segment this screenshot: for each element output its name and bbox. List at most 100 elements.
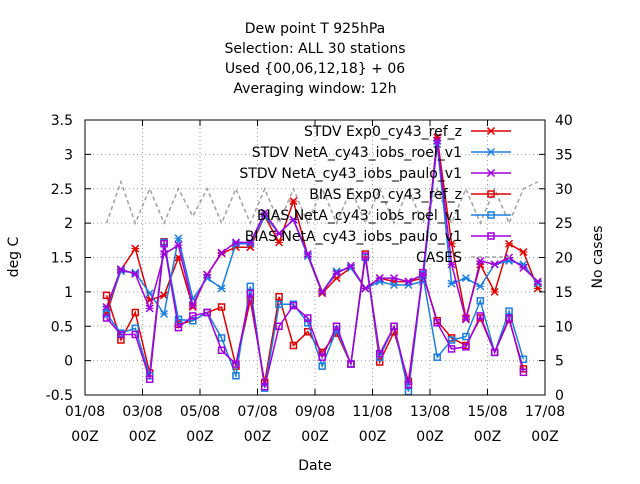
x-tick-label-date: 13/08 — [410, 404, 450, 420]
cases-line — [105, 179, 539, 226]
grid — [85, 120, 545, 395]
legend-label: STDV NetA_cy43_iobs_paulo_v1 — [239, 166, 462, 182]
data-point — [519, 247, 528, 257]
y2-tick-label: 0 — [555, 388, 564, 404]
x-tick-label-date: 01/08 — [65, 404, 105, 420]
legend-label: BIAS NetA_cy43_iobs_paulo_v1 — [245, 229, 462, 245]
legend-marker — [486, 147, 496, 157]
data-point — [275, 322, 283, 330]
data-point — [160, 291, 169, 300]
legend-label: BIAS Exp0_cy43_ref_z — [309, 187, 462, 203]
legend-marker — [486, 126, 496, 136]
data-point — [275, 300, 283, 308]
data-point — [505, 314, 513, 322]
x-axis-label: Date — [298, 458, 331, 474]
legend-item: BIAS Exp0_cy43_ref_z — [309, 187, 511, 203]
data-point — [476, 312, 485, 320]
data-point — [174, 315, 183, 324]
data-point — [289, 301, 298, 310]
y2-tick-label: 40 — [555, 113, 573, 129]
y-tick-label: 2 — [64, 216, 73, 232]
x-tick-label-hour: 00Z — [129, 429, 156, 445]
data-point — [404, 380, 413, 389]
data-point — [203, 270, 212, 279]
data-point — [318, 353, 326, 361]
data-point — [461, 315, 470, 324]
legend-marker — [487, 190, 495, 198]
data-point — [318, 289, 327, 298]
x-tick-label-date: 17/08 — [525, 404, 565, 420]
y2-tick-label: 5 — [555, 354, 564, 370]
data-point — [102, 314, 111, 322]
axes: 01/08 00Z 03/08 00Z 05/08 00Z 07/08 00Z 09/08 00Z… — [46, 113, 573, 445]
y-tick-label: 2.5 — [51, 182, 73, 198]
data-point — [462, 332, 470, 341]
y-tick-label: 3 — [64, 147, 73, 163]
x-tick-label-hour: 00Z — [301, 429, 328, 445]
y2-tick-label: 25 — [555, 216, 573, 232]
x-tick-label-date: 15/08 — [467, 404, 507, 420]
legend-marker — [486, 168, 496, 178]
title-line: Averaging window: 12h — [233, 81, 396, 97]
y2-tick-label: 35 — [555, 147, 573, 163]
data-point — [433, 136, 442, 145]
data-point — [404, 277, 413, 286]
data-point — [433, 319, 441, 327]
data-point — [390, 274, 399, 283]
data-point — [275, 229, 284, 238]
data-point — [318, 287, 327, 296]
legend-label: BIAS NetA_cy43_iobs_roel_v1 — [257, 208, 462, 224]
legend-label: CASES — [416, 250, 462, 266]
data-point — [102, 310, 111, 318]
data-point — [275, 238, 284, 247]
data-point — [390, 280, 399, 290]
data-point — [375, 274, 384, 283]
data-point — [246, 238, 255, 247]
data-point — [375, 350, 384, 358]
x-tick-label-date: 03/08 — [122, 404, 162, 420]
data-point — [203, 308, 211, 317]
x-tick-label-date: 05/08 — [180, 404, 220, 420]
data-point — [217, 334, 226, 342]
data-point — [188, 301, 197, 310]
data-point — [332, 269, 341, 278]
data-point — [145, 375, 154, 383]
data-point — [232, 372, 240, 380]
data-point — [246, 282, 255, 291]
y-tick-label: 1 — [64, 285, 73, 301]
data-point — [390, 322, 398, 330]
data-point — [145, 289, 154, 298]
data-point — [332, 322, 341, 330]
data-point — [447, 260, 456, 269]
x-tick-label-date: 07/08 — [237, 404, 277, 420]
legend-marker — [487, 232, 495, 240]
y-tick-label: 1.5 — [51, 251, 73, 267]
title-line: Used {00,06,12,18} + 06 — [225, 61, 405, 77]
data-point — [462, 343, 470, 351]
data-point — [289, 197, 298, 206]
legend-marker — [487, 211, 495, 219]
data-point — [447, 345, 456, 353]
data-point — [160, 240, 168, 248]
data-point — [347, 360, 355, 368]
data-point — [260, 208, 269, 217]
y-tick-label: 0 — [64, 354, 73, 370]
x-tick-label-hour: 00Z — [244, 429, 271, 445]
title-line: Selection: ALL 30 stations — [224, 41, 405, 57]
legend-item: BIAS NetA_cy43_iobs_roel_v1 — [257, 208, 511, 224]
data-point — [490, 287, 499, 296]
data-point — [519, 368, 528, 377]
data-point — [232, 360, 240, 368]
chart-title: Dew point T 925hPa Selection: ALL 30 stat… — [224, 21, 405, 97]
y2-tick-label: 20 — [555, 251, 573, 267]
data-point — [217, 346, 226, 355]
data-point — [505, 307, 513, 315]
data-point — [131, 269, 140, 279]
y2-tick-label: 15 — [555, 285, 573, 301]
series-5 — [102, 240, 528, 391]
legend-label: STDV Exp0_cy43_ref_z — [304, 124, 462, 140]
data-point — [505, 239, 514, 248]
legend-item: STDV NetA_cy43_iobs_roel_v1 — [252, 145, 511, 161]
